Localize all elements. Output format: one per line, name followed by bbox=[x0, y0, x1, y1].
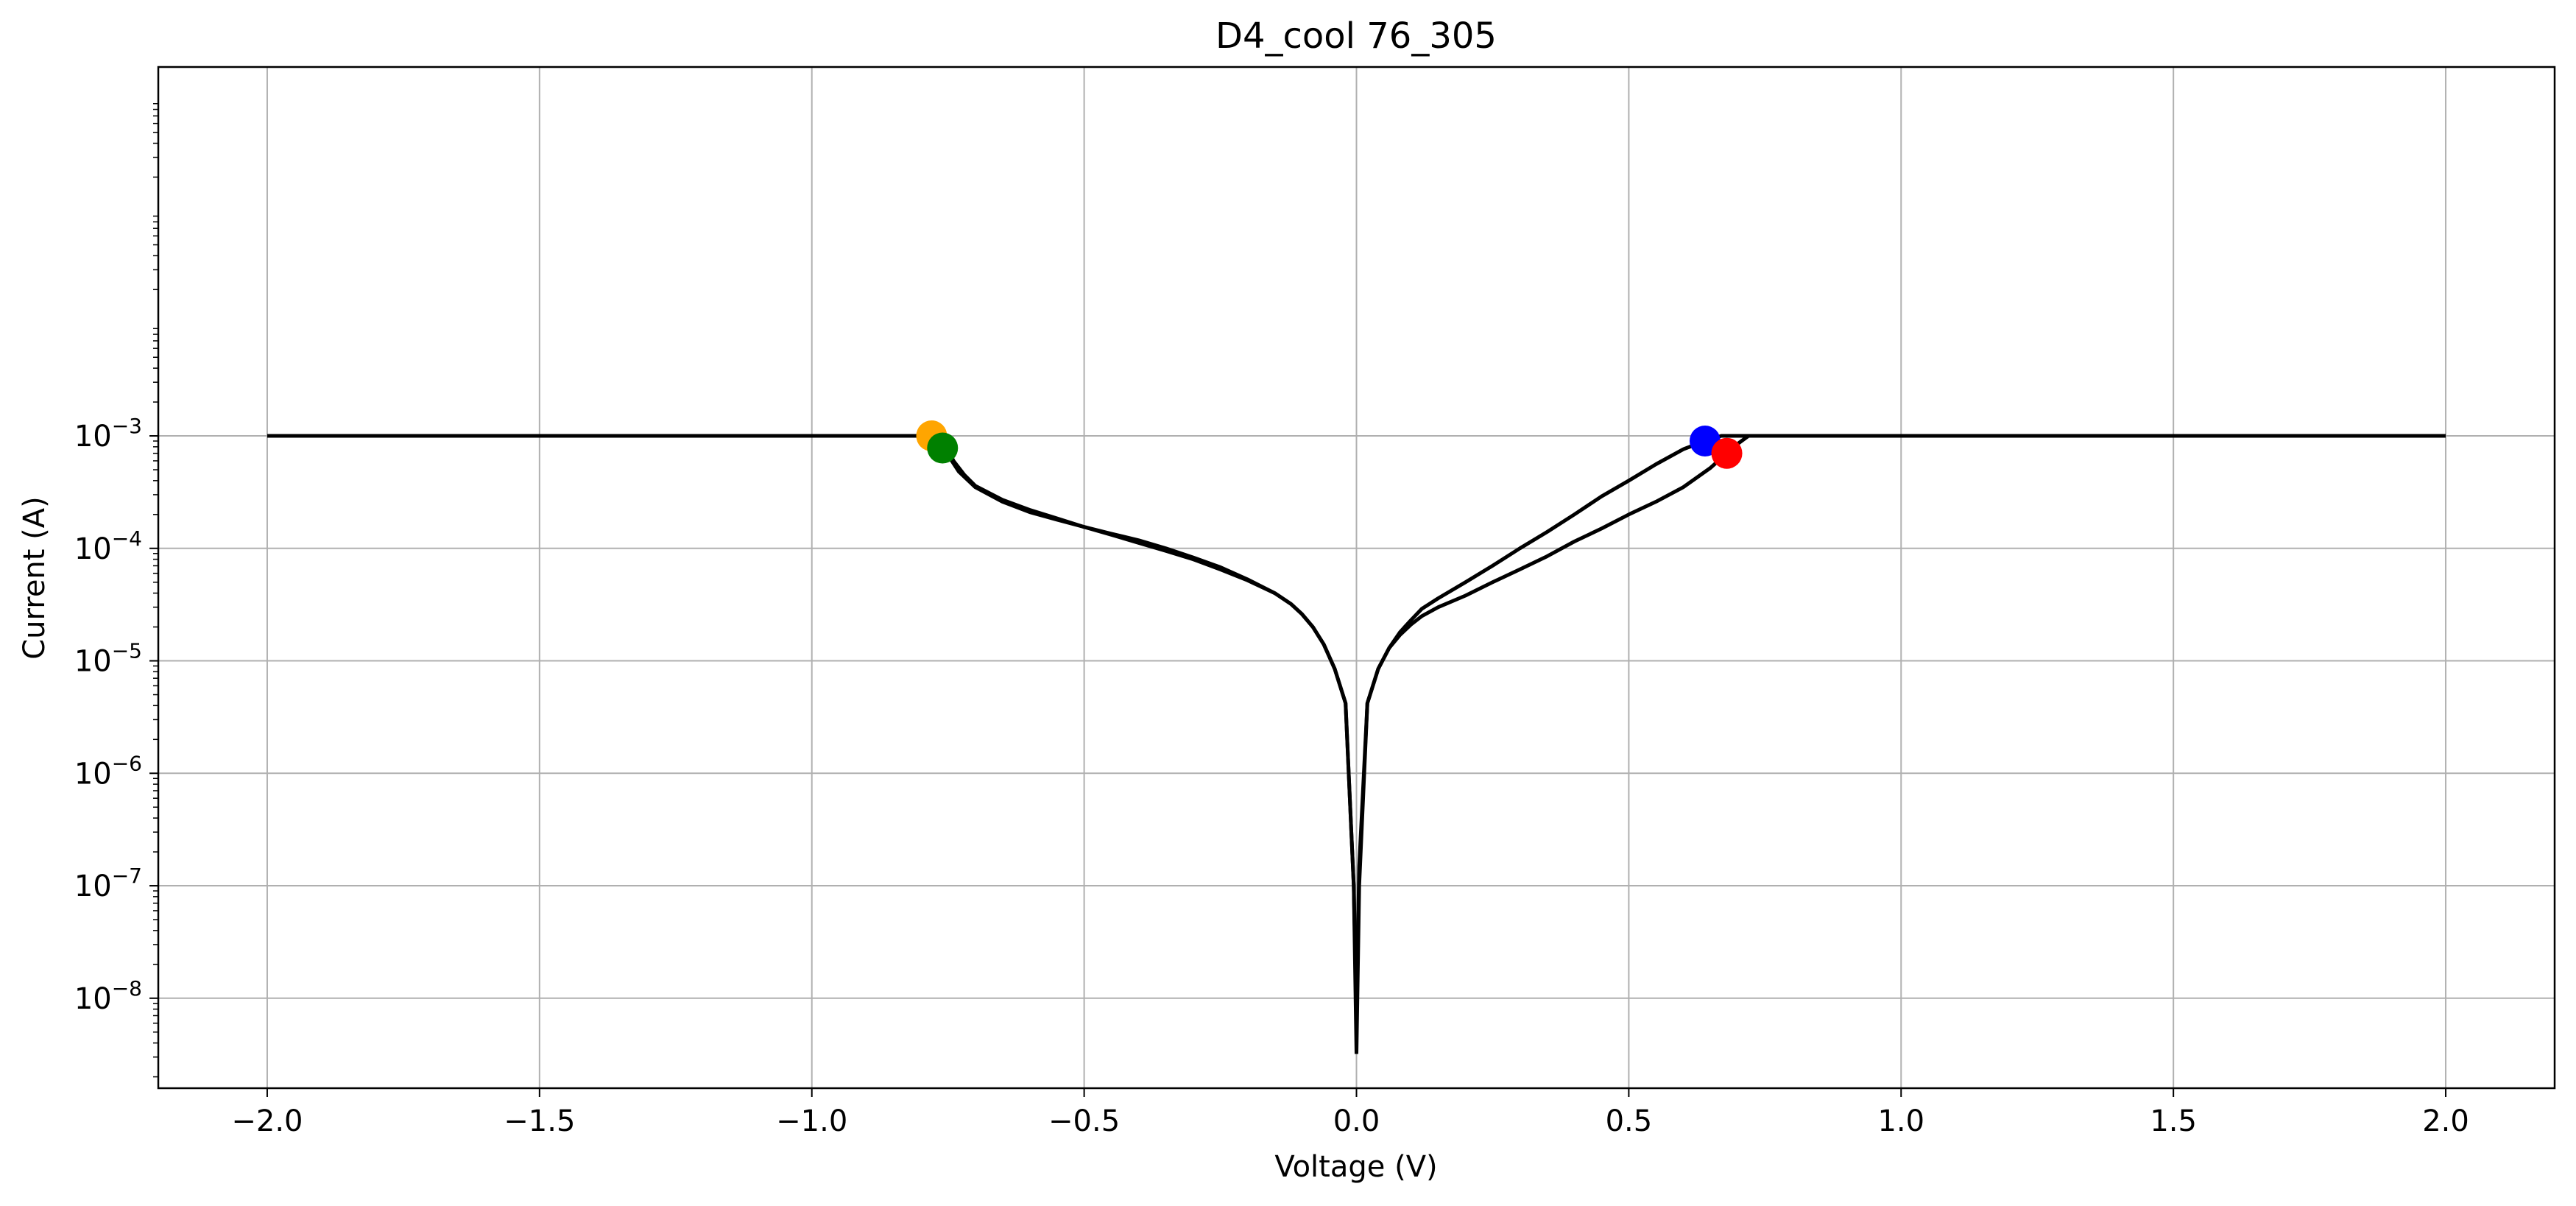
y-axis: 10−8 10−7 10−6 10−5 10−4 10−3 bbox=[74, 103, 158, 1078]
x-tick-label: 2.0 bbox=[2422, 1104, 2469, 1138]
x-tick-label: 0.5 bbox=[1606, 1104, 1653, 1138]
marker-layer bbox=[916, 420, 1743, 469]
switching-point-marker bbox=[1711, 437, 1743, 469]
x-tick-label: −0.5 bbox=[1048, 1104, 1120, 1138]
x-tick-label: 0.0 bbox=[1333, 1104, 1380, 1138]
x-axis: −2.0 −1.5 −1.0 −0.5 0.0 0.5 1.0 1.5 2.0 bbox=[231, 1088, 2469, 1138]
y-tick-label: 10−7 bbox=[74, 864, 142, 903]
x-tick-label: −1.5 bbox=[504, 1104, 575, 1138]
chart-title: D4_cool 76_305 bbox=[1215, 15, 1497, 57]
x-tick-label: 1.5 bbox=[2150, 1104, 2197, 1138]
y-tick-label: 10−6 bbox=[74, 751, 142, 791]
x-tick-label: −2.0 bbox=[231, 1104, 303, 1138]
x-tick-label: −1.0 bbox=[776, 1104, 847, 1138]
y-minor-ticks bbox=[153, 103, 158, 1078]
y-tick-label: 10−8 bbox=[74, 976, 142, 1016]
x-tick-label: 1.0 bbox=[1877, 1104, 1924, 1138]
switching-point-marker bbox=[927, 432, 959, 464]
y-tick-label: 10−3 bbox=[74, 414, 142, 454]
y-axis-label: Current (A) bbox=[18, 496, 52, 660]
y-tick-label: 10−4 bbox=[74, 526, 142, 566]
y-tick-label: 10−5 bbox=[74, 639, 142, 679]
x-axis-label: Voltage (V) bbox=[1274, 1150, 1437, 1184]
